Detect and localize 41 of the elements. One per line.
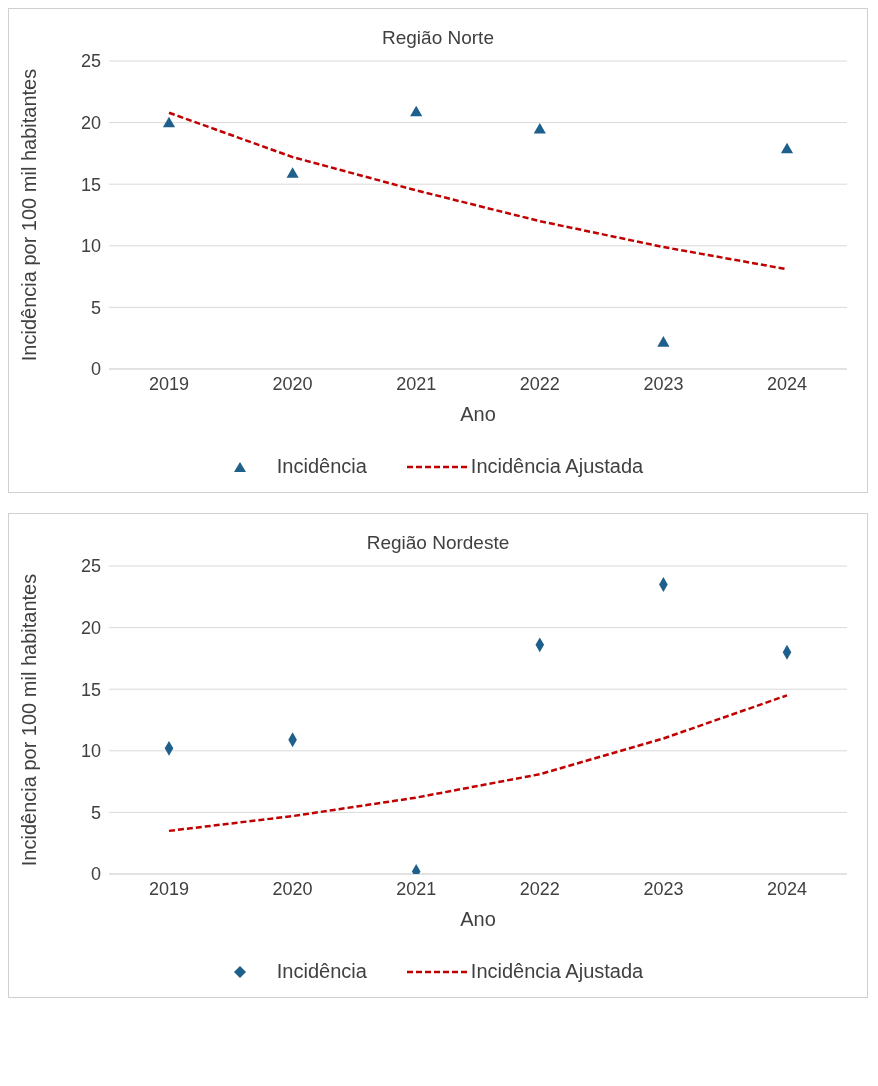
y-tick-label: 0 <box>90 864 101 885</box>
y-tick-label: 20 <box>80 112 101 133</box>
y-tick-label: 15 <box>80 174 101 195</box>
legend-label: Incidência Ajustada <box>470 455 644 478</box>
y-axis-title: Incidência por 100 mil habitantes <box>18 573 41 867</box>
y-tick-label: 25 <box>80 556 101 577</box>
x-tick-label: 2022 <box>519 878 560 899</box>
x-tick-label: 2023 <box>643 878 684 899</box>
legend-label: Incidência Ajustada <box>470 960 644 983</box>
x-tick-label: 2020 <box>272 373 313 394</box>
y-tick-label: 0 <box>90 359 101 380</box>
legend-label: Incidência <box>276 455 367 478</box>
y-tick-label: 10 <box>80 236 101 257</box>
x-axis-title: Ano <box>460 908 496 930</box>
y-tick-label: 25 <box>80 51 101 72</box>
y-tick-label: 10 <box>80 741 101 762</box>
x-tick-label: 2021 <box>396 373 437 394</box>
x-tick-label: 2019 <box>148 373 190 394</box>
chart-title: Região Nordeste <box>365 532 511 554</box>
x-tick-label: 2023 <box>643 373 684 394</box>
y-tick-label: 15 <box>80 679 101 700</box>
x-tick-label: 2019 <box>148 878 190 899</box>
point <box>780 142 794 154</box>
x-tick-label: 2021 <box>396 878 437 899</box>
y-tick-label: 20 <box>80 617 101 638</box>
legend-label: Incidência <box>276 960 367 983</box>
point <box>162 116 176 128</box>
x-tick-label: 2022 <box>519 373 560 394</box>
chart-title: Região Norte <box>381 27 495 49</box>
point <box>657 336 670 347</box>
point <box>533 122 546 134</box>
x-tick-label: 2024 <box>766 878 808 899</box>
x-tick-label: 2024 <box>766 373 808 394</box>
x-axis-title: Ano <box>460 403 496 425</box>
point <box>286 167 299 178</box>
line-series <box>167 694 789 833</box>
y-axis-title: Incidência por 100 mil habitantes <box>18 68 41 362</box>
y-tick-label: 5 <box>90 802 101 823</box>
x-tick-label: 2020 <box>272 878 313 899</box>
point <box>410 105 423 117</box>
y-tick-label: 5 <box>90 297 101 318</box>
